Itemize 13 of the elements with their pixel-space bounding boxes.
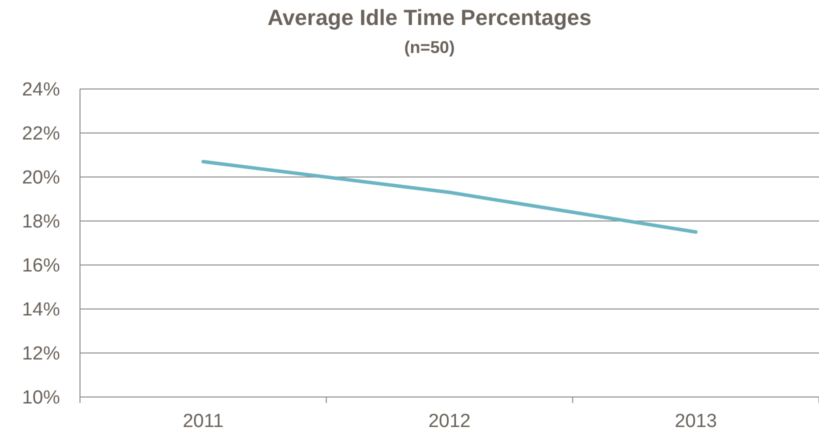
y-tick-label: 20% — [22, 168, 60, 189]
y-tick-label: 14% — [22, 300, 60, 321]
y-tick-label: 24% — [22, 80, 60, 101]
y-tick-label: 22% — [22, 124, 60, 145]
x-tick-label: 2012 — [428, 411, 471, 432]
y-tick-label: 10% — [22, 388, 60, 409]
y-tick-label: 18% — [22, 212, 60, 233]
y-tick-label: 16% — [22, 256, 60, 277]
x-tick-label: 2011 — [182, 411, 224, 432]
x-tick-label: 2013 — [674, 411, 717, 432]
y-tick-label: 12% — [22, 344, 60, 365]
chart-title: Average Idle Time Percentages — [267, 5, 592, 30]
chart-subtitle: (n=50) — [404, 38, 455, 57]
